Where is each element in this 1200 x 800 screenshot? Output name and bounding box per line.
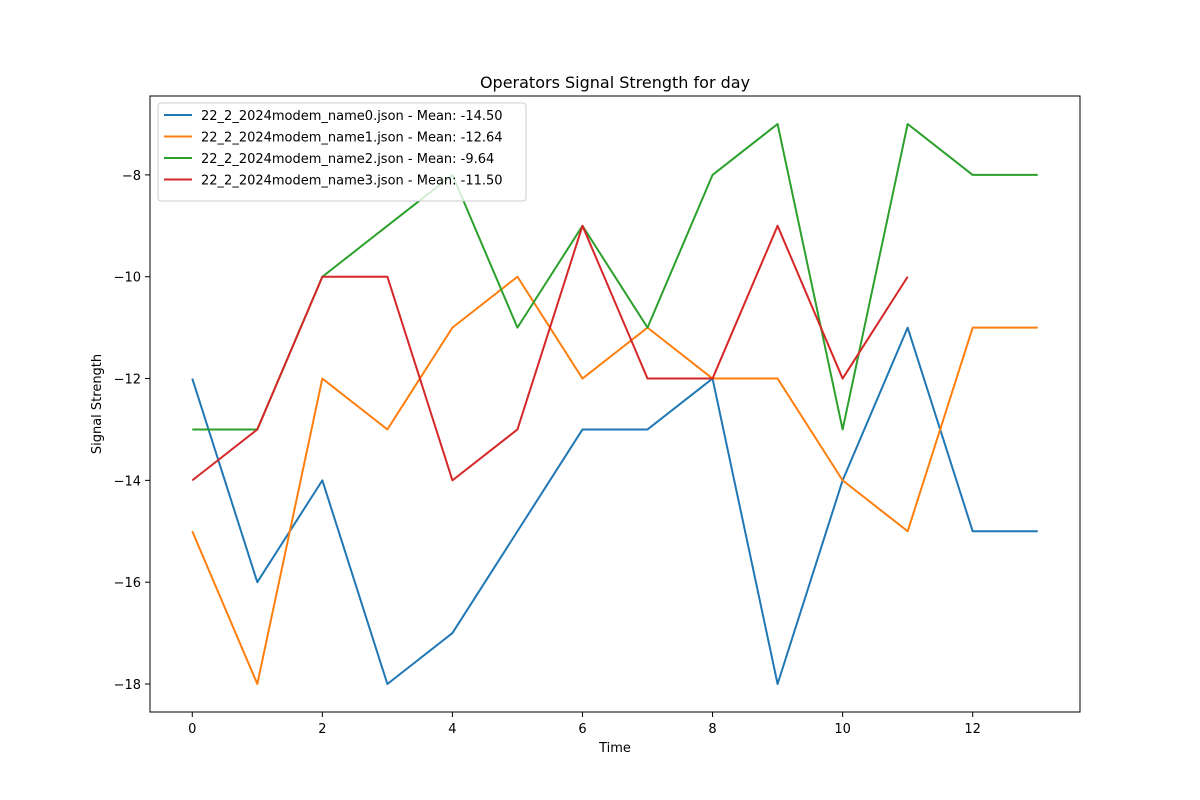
series-line-1 bbox=[191, 275, 1038, 685]
x-axis-label: Time bbox=[598, 741, 631, 756]
legend-label-0: 22_2_2024modem_name0.json - Mean: -14.50 bbox=[201, 109, 503, 124]
x-axis-ticks: 0 2 4 6 8 10 12 bbox=[188, 712, 981, 737]
legend-label-1: 22_2_2024modem_name1.json - Mean: -12.64 bbox=[201, 131, 503, 146]
x-tick-label: 12 bbox=[964, 722, 981, 737]
series-line-0 bbox=[191, 326, 1038, 685]
series-line-3 bbox=[191, 224, 909, 482]
axes-border bbox=[149, 95, 1081, 713]
y-tick-label: −12 bbox=[114, 373, 141, 388]
legend-box bbox=[157, 102, 527, 202]
y-axis-ticks: −18 −16 −14 −12 −10 −8 bbox=[114, 169, 150, 693]
legend: 22_2_2024modem_name0.json - Mean: -14.50… bbox=[157, 102, 527, 202]
x-tick-label: 10 bbox=[834, 722, 851, 737]
y-tick-label: −16 bbox=[114, 576, 141, 591]
legend-label-2: 22_2_2024modem_name2.json - Mean: -9.64 bbox=[201, 152, 494, 167]
series-layer bbox=[191, 123, 1038, 685]
x-tick-label: 4 bbox=[448, 722, 456, 737]
legend-label-3: 22_2_2024modem_name3.json - Mean: -11.50 bbox=[201, 174, 503, 189]
y-tick-label: −14 bbox=[114, 474, 141, 489]
x-tick-label: 0 bbox=[188, 722, 196, 737]
x-tick-label: 2 bbox=[318, 722, 326, 737]
y-tick-label: −18 bbox=[114, 678, 141, 693]
chart-title: Operators Signal Strength for day bbox=[480, 73, 750, 92]
x-tick-label: 6 bbox=[578, 722, 586, 737]
y-axis-label: Signal Strength bbox=[90, 354, 105, 454]
axes-frame bbox=[149, 95, 1081, 713]
y-tick-label: −10 bbox=[114, 271, 141, 286]
y-tick-label: −8 bbox=[122, 169, 141, 184]
series-line-2 bbox=[192, 123, 1038, 431]
x-tick-label: 8 bbox=[708, 722, 716, 737]
